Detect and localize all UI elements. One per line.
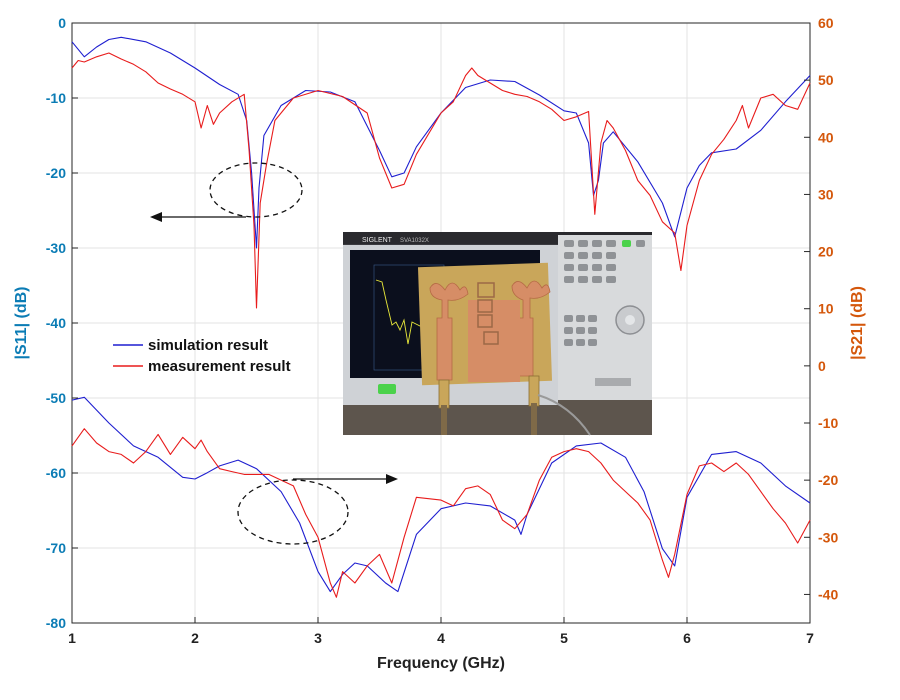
connector-right <box>528 375 540 407</box>
right-y-axis-label: |S21| (dB) <box>849 286 866 360</box>
annotation-ellipse-s21 <box>237 479 349 545</box>
right-y-tick-label-4: 20 <box>818 244 834 260</box>
right-y-tick-labels: 60 50 40 30 20 10 0 -10 -20 -30 -40 <box>804 15 838 602</box>
connector-left <box>438 379 450 409</box>
series-line-s21-measurement <box>71 428 811 598</box>
x-tick-labels: 1 2 3 4 5 6 7 <box>68 617 814 646</box>
x-tick-label-6: 7 <box>806 630 814 646</box>
x-tick-label-5: 6 <box>683 630 691 646</box>
legend: simulation result measurement result <box>113 337 291 375</box>
left-y-tick-label-8: -80 <box>46 615 66 631</box>
left-y-axis-label: |S11| (dB) <box>13 287 30 360</box>
legend-label-simulation: simulation result <box>148 337 268 354</box>
right-y-tick-label-8: -20 <box>818 472 838 488</box>
arrow-head-left <box>150 212 162 222</box>
right-y-tick-label-1: 50 <box>818 72 834 88</box>
x-axis-label: Frequency (GHz) <box>377 655 505 672</box>
annotation-ellipse-s11 <box>209 162 303 218</box>
right-y-tick-label-7: -10 <box>818 415 838 431</box>
x-tick-label-3: 4 <box>437 630 445 646</box>
left-y-tick-label-4: -40 <box>46 315 66 331</box>
left-y-tick-labels: 0 -10 -20 -30 -40 -50 -60 -70 -80 <box>46 15 78 631</box>
left-y-tick-label-6: -60 <box>46 465 66 481</box>
instrument-brand: SIGLENT <box>362 237 393 244</box>
series-line-s11-simulation <box>71 36 811 249</box>
legend-label-measurement: measurement result <box>148 358 291 375</box>
x-tick-label-1: 2 <box>191 630 199 646</box>
arrow-head-right <box>386 474 398 484</box>
x-tick-label-4: 5 <box>560 630 568 646</box>
instrument-model: SVA1032X <box>400 238 429 244</box>
series-layer <box>71 36 811 598</box>
left-y-tick-label-1: -10 <box>46 90 66 106</box>
annotation-s11 <box>150 162 303 222</box>
left-y-tick-label-5: -50 <box>46 390 66 406</box>
antenna-right-element <box>511 280 551 377</box>
right-y-tick-label-5: 10 <box>818 301 834 317</box>
right-y-tick-label-10: -40 <box>818 586 838 602</box>
right-y-tick-label-2: 40 <box>818 129 834 145</box>
antenna-center-ground <box>468 300 520 382</box>
left-y-tick-label-7: -70 <box>46 540 66 556</box>
inset-photo: SIGLENT SVA1032X <box>343 232 652 436</box>
left-y-tick-label-2: -20 <box>46 165 66 181</box>
left-y-tick-label-3: -30 <box>46 240 66 256</box>
right-y-tick-label-9: -30 <box>818 529 838 545</box>
annotation-s21 <box>237 474 398 545</box>
series-line-s11-measurement <box>71 52 811 309</box>
right-y-tick-label-6: 0 <box>818 358 826 374</box>
x-tick-label-0: 1 <box>68 630 76 646</box>
right-y-tick-label-3: 30 <box>818 186 834 202</box>
series-line-s21-simulation <box>71 396 811 593</box>
x-tick-label-2: 3 <box>314 630 322 646</box>
right-y-tick-label-0: 60 <box>818 15 834 31</box>
antenna-left-element <box>429 282 469 381</box>
left-y-tick-label-0: 0 <box>58 15 66 31</box>
